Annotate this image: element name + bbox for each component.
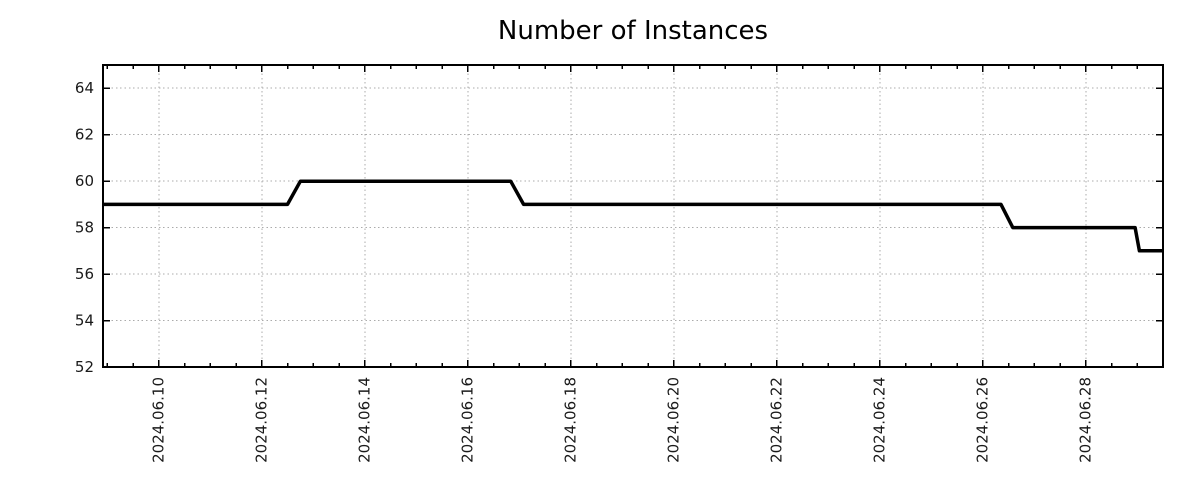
y-tick-label: 56 [75,265,94,283]
y-tick-label: 58 [75,219,94,237]
x-tick-label: 2024.06.12 [253,377,271,463]
grid-lines [103,65,1163,367]
x-tick-label: 2024.06.18 [562,377,580,463]
series-line-instances [103,179,1163,253]
data-series [103,179,1163,253]
plot-border [102,64,1164,368]
x-tick-label: 2024.06.28 [1077,377,1095,463]
y-tick-label: 62 [75,126,94,144]
x-tick-label: 2024.06.14 [356,377,374,463]
axis-labels: 52 54 56 58 60 62 64 2024.06.10 2024.06.12 2024.0… [75,79,1095,463]
x-tick-label: 2024.06.16 [459,377,477,463]
y-tick-label: 52 [75,358,94,376]
x-tick-label: 2024.06.22 [768,377,786,463]
x-tick-label: 2024.06.10 [150,377,168,463]
x-tick-label: 2024.06.20 [665,377,683,463]
y-tick-label: 64 [75,79,94,97]
x-tick-label: 2024.06.24 [871,377,889,463]
x-tick-label: 2024.06.26 [974,377,992,463]
chart-title: Number of Instances [498,16,768,46]
y-tick-label: 54 [75,312,94,330]
y-tick-label: 60 [75,172,94,190]
